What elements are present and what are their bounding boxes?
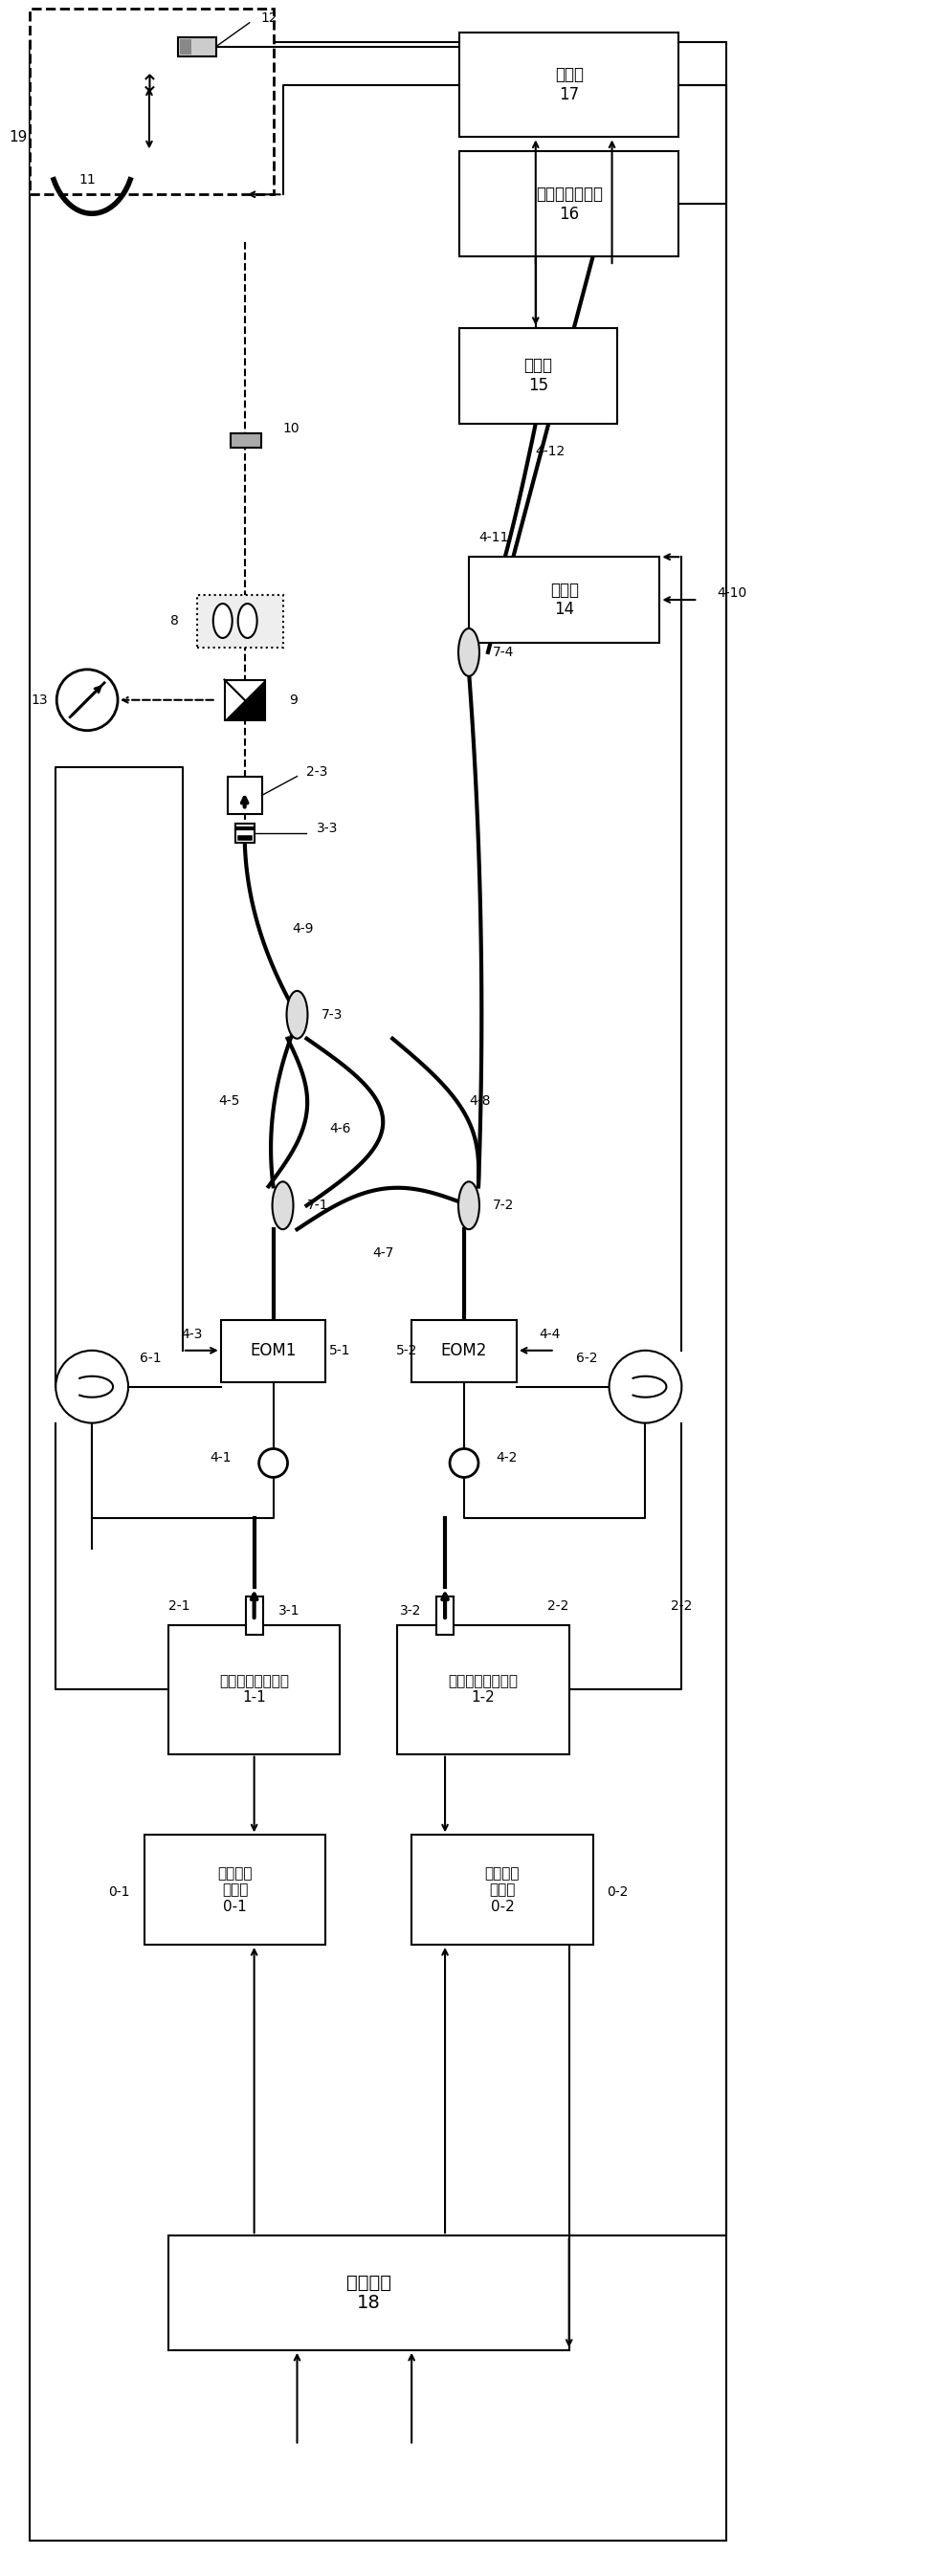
Bar [169,2236,569,2349]
Text: 6-1: 6-1 [140,1352,161,1365]
Bar [169,1625,340,1754]
Text: ↕: ↕ [139,72,159,95]
Polygon shape [225,680,265,721]
Text: 2-1: 2-1 [169,1600,190,1613]
Bar [459,327,617,422]
Ellipse shape [459,1182,479,1229]
Bar [412,1319,516,1381]
Bar [469,556,660,644]
Text: 11: 11 [78,173,96,188]
Text: 锁定电路
18: 锁定电路 18 [346,2272,391,2313]
Text: 2-2: 2-2 [671,1600,692,1613]
Bar [197,595,282,647]
Circle shape [56,1350,129,1422]
Bar [144,1834,326,1945]
Ellipse shape [272,1182,294,1229]
Text: 19: 19 [9,129,28,144]
Bar [30,41,726,2540]
Text: EOM1: EOM1 [250,1342,296,1360]
Text: 4-2: 4-2 [497,1450,518,1466]
Bar [246,1597,263,1636]
Bar [436,1597,454,1636]
Bar [30,8,273,193]
Text: 4-11: 4-11 [478,531,509,544]
Text: 3-1: 3-1 [278,1605,299,1618]
Text: 第二激光
驱动器
0-2: 第二激光 驱动器 0-2 [485,1865,520,1914]
Text: 4-3: 4-3 [182,1327,203,1342]
Text: 4-12: 4-12 [535,446,565,459]
Text: 7-2: 7-2 [493,1198,514,1213]
Text: 3-2: 3-2 [400,1605,421,1618]
Bar [235,824,254,842]
Text: 2-2: 2-2 [548,1600,569,1613]
Text: 12: 12 [261,10,278,26]
Circle shape [610,1350,681,1422]
Text: 4-10: 4-10 [717,587,747,600]
Polygon shape [225,680,265,721]
Text: 4-4: 4-4 [540,1327,561,1342]
Circle shape [450,1448,478,1476]
Text: 波长计
15: 波长计 15 [524,358,553,394]
Text: 8: 8 [171,613,179,629]
Bar [178,36,216,57]
Text: 4-8: 4-8 [469,1095,490,1108]
Text: 7-4: 7-4 [493,647,514,659]
Bar [459,33,678,137]
Text: 7-3: 7-3 [321,1007,342,1023]
Text: 0-2: 0-2 [608,1886,628,1899]
Bar [459,152,678,258]
Bar [227,775,262,814]
Text: 5-2: 5-2 [396,1345,418,1358]
Text: EOM2: EOM2 [441,1342,487,1360]
Text: 0-1: 0-1 [109,1886,130,1899]
Text: 第一可调谐激光器
1-1: 第一可调谐激光器 1-1 [219,1674,289,1705]
Text: 4-5: 4-5 [218,1095,240,1108]
Text: 2-3: 2-3 [307,765,328,778]
Text: 5-1: 5-1 [329,1345,350,1358]
Text: 飞秒光频梳系统
16: 飞秒光频梳系统 16 [536,185,603,222]
Text: 6-2: 6-2 [576,1352,597,1365]
Text: 4-6: 4-6 [329,1123,350,1136]
Bar [180,39,191,54]
Text: 第一激光
驱动器
0-1: 第一激光 驱动器 0-1 [218,1865,253,1914]
Circle shape [259,1448,288,1476]
Text: 3-3: 3-3 [316,822,337,835]
Bar [230,433,261,448]
Text: 7-1: 7-1 [307,1198,328,1213]
Circle shape [57,670,117,732]
Text: 13: 13 [31,693,48,706]
Text: 4-1: 4-1 [210,1450,231,1466]
Bar [221,1319,326,1381]
Ellipse shape [459,629,479,675]
Text: 第二可调谐激光器
1-2: 第二可调谐激光器 1-2 [448,1674,518,1705]
Ellipse shape [287,992,308,1038]
Text: 4-7: 4-7 [372,1247,393,1260]
Text: 9: 9 [290,693,298,706]
Text: 4-9: 4-9 [293,922,314,935]
Text: 10: 10 [282,422,300,435]
Ellipse shape [213,603,232,639]
Bar [412,1834,593,1945]
Text: 光开关
14: 光开关 14 [550,582,579,618]
Ellipse shape [238,603,257,639]
Bar [397,1625,569,1754]
Text: 计算机
17: 计算机 17 [555,67,583,103]
